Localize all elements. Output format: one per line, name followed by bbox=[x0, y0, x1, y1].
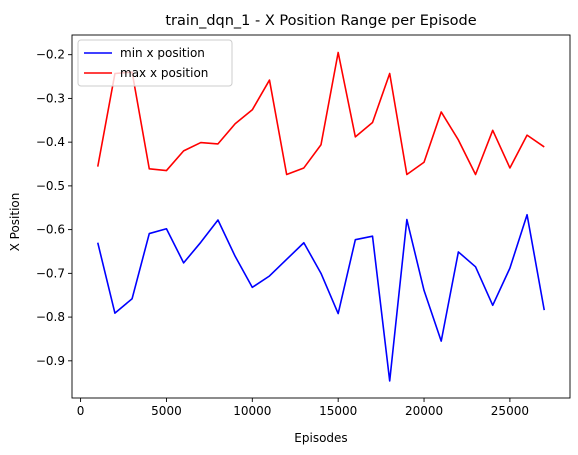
legend-label-1: max x position bbox=[120, 66, 208, 80]
y-ticks: −0.9 −0.8 −0.7 −0.6 −0.5 −0.4 −0.3 −0.2 bbox=[36, 48, 72, 368]
y-tick-label: −0.6 bbox=[36, 223, 65, 237]
plot-frame bbox=[71, 34, 571, 399]
y-axis-label: X Position bbox=[8, 193, 22, 252]
y-tick-label: −0.4 bbox=[36, 135, 65, 149]
series-line-0 bbox=[96, 213, 546, 382]
x-axis-label: Episodes bbox=[294, 431, 347, 445]
series-line-1 bbox=[96, 51, 545, 176]
y-tick-label: −0.9 bbox=[36, 354, 65, 368]
y-tick-label: −0.5 bbox=[36, 179, 65, 193]
legend-box bbox=[77, 39, 233, 87]
x-tick-label: 5000 bbox=[151, 404, 182, 418]
chart-title: train_dqn_1 - X Position Range per Episo… bbox=[165, 13, 476, 29]
y-tick-label: −0.8 bbox=[36, 310, 65, 324]
x-tick-label: 25000 bbox=[491, 404, 529, 418]
x-tick-label: 15000 bbox=[319, 404, 357, 418]
x-tick-label: 20000 bbox=[405, 404, 443, 418]
y-tick-label: −0.3 bbox=[36, 91, 65, 105]
legend-label-0: min x position bbox=[120, 46, 205, 60]
plot-lines bbox=[96, 51, 546, 382]
y-tick-label: −0.2 bbox=[36, 48, 65, 62]
x-tick-label: 0 bbox=[77, 404, 85, 418]
axes bbox=[71, 34, 571, 399]
y-tick-label: −0.7 bbox=[36, 266, 65, 280]
legend: min x position max x position bbox=[77, 39, 233, 87]
x-ticks: 0 5000 10000 15000 20000 25000 bbox=[77, 398, 529, 418]
x-tick-label: 10000 bbox=[233, 404, 271, 418]
